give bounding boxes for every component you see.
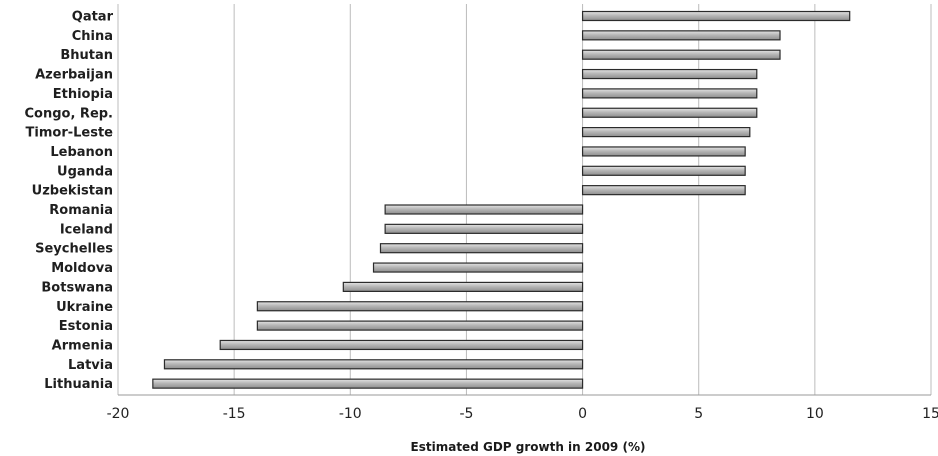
bar xyxy=(581,30,781,41)
category-label: China xyxy=(72,29,113,44)
category-label: Timor-Leste xyxy=(26,126,114,141)
category-label: Congo, Rep. xyxy=(25,106,114,121)
x-tick-label: -20 xyxy=(107,406,130,422)
category-label: Moldova xyxy=(51,261,113,276)
bar xyxy=(379,243,584,254)
bar xyxy=(581,88,758,99)
category-label: Seychelles xyxy=(35,242,113,257)
category-label: Latvia xyxy=(68,358,113,373)
bar xyxy=(372,262,584,273)
bar xyxy=(581,10,851,22)
x-tick-label: 0 xyxy=(578,406,587,422)
bar xyxy=(152,378,584,389)
bar xyxy=(581,165,746,176)
bar xyxy=(581,126,751,138)
bar xyxy=(581,49,781,60)
category-label: Botswana xyxy=(41,280,113,295)
bar xyxy=(256,301,584,312)
category-label: Lithuania xyxy=(44,377,113,392)
x-tick-label: -10 xyxy=(339,406,362,422)
bars xyxy=(152,10,851,389)
category-label: Qatar xyxy=(72,10,114,25)
category-label: Ethiopia xyxy=(53,87,113,102)
category-label: Bhutan xyxy=(60,48,113,63)
bar xyxy=(342,281,584,292)
category-labels: Qatar China Bhutan Azerbaijan Ethiopia Congo,… xyxy=(25,10,114,393)
category-label: Estonia xyxy=(59,319,113,334)
bar xyxy=(256,320,584,331)
x-tick-label: 5 xyxy=(694,406,703,422)
x-tick-label: -5 xyxy=(459,406,473,422)
category-label: Ukraine xyxy=(56,300,113,315)
bar xyxy=(581,185,746,196)
grid-lines xyxy=(117,4,932,395)
category-label: Armenia xyxy=(52,338,113,353)
bar xyxy=(581,107,758,118)
x-axis-title: Estimated GDP growth in 2009 (%) xyxy=(411,440,646,454)
bar xyxy=(384,223,584,234)
category-label: Romania xyxy=(49,203,113,218)
bar xyxy=(581,146,746,157)
bar xyxy=(384,204,584,215)
category-label: Iceland xyxy=(60,222,113,237)
category-label: Azerbaijan xyxy=(35,68,113,83)
bar xyxy=(581,68,758,80)
category-label: Uzbekistan xyxy=(32,184,113,199)
bar xyxy=(219,339,584,351)
x-tick-label: 10 xyxy=(806,406,824,422)
x-tick-label: -15 xyxy=(223,406,246,422)
category-label: Uganda xyxy=(57,164,113,179)
x-tick-labels: -20 -15 -10 -5 0 5 10 15 xyxy=(107,406,938,422)
x-tick-label: 15 xyxy=(922,406,938,422)
category-label: Lebanon xyxy=(50,145,113,160)
bar xyxy=(163,359,584,370)
